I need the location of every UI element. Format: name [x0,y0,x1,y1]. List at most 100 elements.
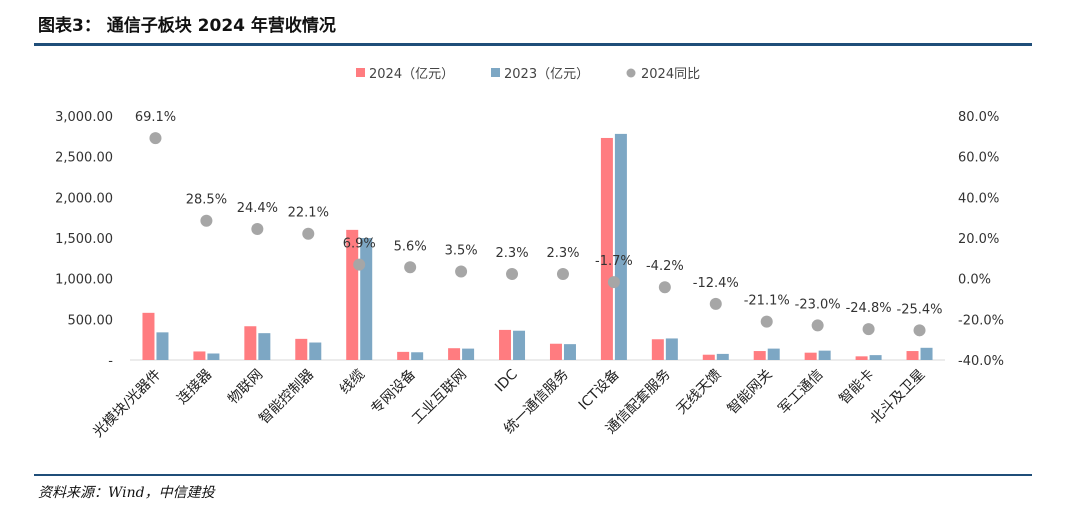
bar-2024 [600,137,613,360]
left-tick-label: 500.00 [68,313,114,328]
bar-2024 [549,343,562,360]
bar-2023 [563,344,576,360]
yoy-point [709,297,722,310]
yoy-series: 69.1% 28.5% 24.4% 22.1% 6.9% 5.6% 3.5% 2.3% 2.3%… [135,110,943,337]
bar-2023 [818,350,831,360]
bar-2023 [665,338,678,360]
yoy-data-label: -4.2% [646,259,684,274]
chart-legend: 2024（亿元） 2023（亿元） 2024同比 [356,67,700,82]
category-label: ICT设备 [575,366,623,414]
bar-2023 [920,347,933,360]
yoy-point [302,227,315,240]
left-tick-label: 2,500.00 [55,151,113,166]
bar-2023 [411,352,424,360]
right-tick-label: 0.0% [958,273,991,288]
bar-2024 [397,351,410,360]
bar-2024 [855,356,868,360]
category-label: 线缆 [337,367,368,398]
bar-2023 [309,342,322,360]
legend-swatch-2023 [491,68,500,77]
bar-2024 [906,351,919,360]
category-label: 工业互联网 [409,367,470,428]
left-tick-label: 2,000.00 [55,191,113,206]
bar-series [142,133,933,360]
bar-2024 [193,351,206,360]
yoy-data-label: 2.3% [546,246,579,261]
right-tick-label: 40.0% [958,191,999,206]
figure-title: 图表3： 通信子板块 2024 年营收情况 [38,16,336,36]
bar-2023 [614,133,627,360]
yoy-data-label: 69.1% [135,110,176,125]
yoy-point [811,319,824,332]
yoy-data-label: -25.4% [897,302,943,317]
left-tick-label: 1,000.00 [55,273,113,288]
title-divider [34,43,1032,46]
category-label: 军工通信 [776,367,827,418]
yoy-point [658,281,671,294]
legend-label-2024: 2024（亿元） [369,67,454,82]
legend-swatch-2024 [356,68,365,77]
bar-2023 [207,353,220,360]
category-label: 智能网关 [725,367,776,418]
yoy-point [149,132,162,145]
bar-2024 [244,326,257,360]
yoy-point [862,323,875,336]
legend-label-yoy: 2024同比 [641,67,700,82]
yoy-data-label: -21.1% [744,294,790,309]
category-label: 无线天馈 [674,367,725,418]
bar-2023 [513,330,526,360]
yoy-data-label: 28.5% [186,193,227,208]
yoy-data-label: -12.4% [693,276,739,291]
right-axis: -40.0% -20.0% 0.0% 20.0% 40.0% 60.0% 80.0% [958,110,1004,369]
source-note: 资料来源：Wind，中信建投 [38,485,215,501]
bar-2024 [702,354,715,360]
yoy-point [760,315,773,328]
yoy-data-label: 6.9% [343,237,376,252]
category-label: 专网设备 [367,366,419,418]
yoy-point [251,223,264,236]
right-tick-label: 60.0% [958,151,999,166]
category-label: 智能控制器 [256,367,317,428]
bar-2023 [156,332,169,360]
right-tick-label: -20.0% [958,313,1004,328]
bar-2023 [258,333,271,360]
yoy-point [607,276,620,289]
yoy-point [556,267,569,280]
bar-2023 [716,353,729,360]
left-axis: - 500.00 1,000.00 1,500.00 2,000.00 2,500.00 3… [55,110,113,369]
category-label: 北斗及卫星 [868,367,929,428]
legend-marker-yoy [626,68,636,78]
yoy-data-label: 22.1% [288,206,329,221]
revenue-chart: 2024（亿元） 2023（亿元） 2024同比 - 500.00 1,000.00… [55,67,1004,441]
yoy-point [506,267,519,280]
bar-2024 [142,312,155,360]
category-label: 连接器 [174,366,216,408]
right-tick-label: 80.0% [958,110,999,125]
category-label: 物联网 [225,367,266,408]
bar-2024 [295,338,308,360]
category-label: 光模块/光器件 [90,367,164,441]
bar-2023 [869,355,882,360]
bar-2024 [651,339,664,360]
bar-2024 [753,351,766,360]
bar-2024 [804,352,817,360]
right-tick-label: 20.0% [958,232,999,247]
yoy-data-label: 24.4% [237,201,278,216]
yoy-data-label: -1.7% [595,254,633,269]
source-divider [34,474,1032,476]
category-label: 智能卡 [836,367,877,408]
left-tick-label: - [108,354,113,369]
bar-2023 [767,348,780,360]
bar-2023 [360,238,373,360]
yoy-point [455,265,468,278]
bar-2023 [462,348,475,360]
legend-label-2023: 2023（亿元） [504,67,589,82]
yoy-point [404,261,417,274]
yoy-data-label: 5.6% [394,239,427,254]
yoy-data-label: -24.8% [846,301,892,316]
bar-2024 [448,348,461,360]
left-tick-label: 3,000.00 [55,110,113,125]
yoy-point [200,214,213,227]
category-label: IDC [492,366,521,395]
